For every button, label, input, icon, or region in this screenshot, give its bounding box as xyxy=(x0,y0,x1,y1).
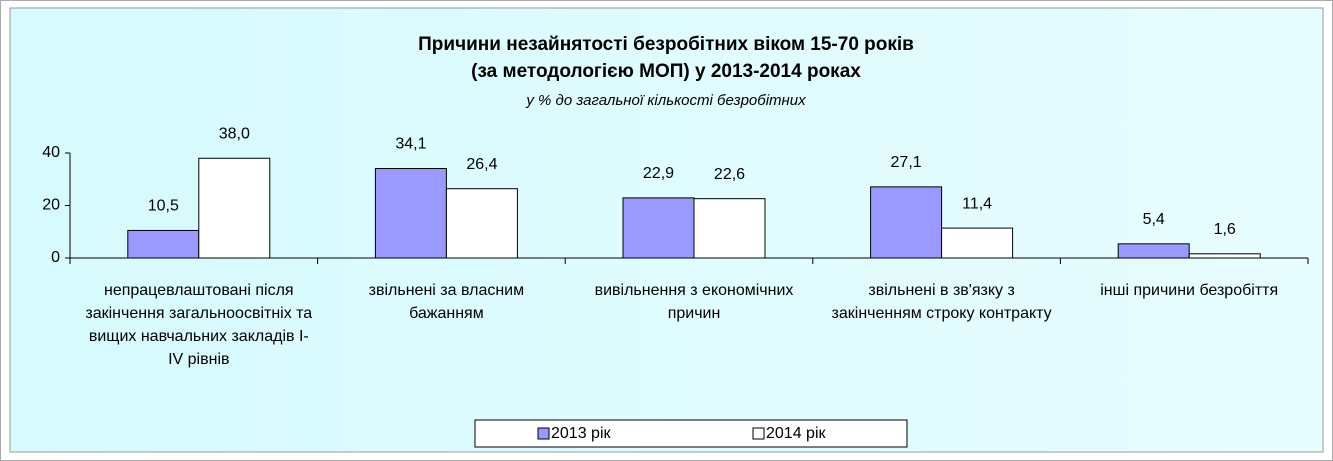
chart-title: Причини незайнятості безробітних віком 1… xyxy=(418,34,914,55)
value-label: 22,9 xyxy=(643,165,674,182)
x-tick-label: вивільнення з економічних причин xyxy=(594,282,794,322)
bar xyxy=(198,157,271,259)
x-tick-label: непрацевлаштовані після закінчення загал… xyxy=(85,282,313,368)
legend-label: 2014 рік xyxy=(766,425,826,442)
bar xyxy=(127,229,200,259)
y-tick-label: 20 xyxy=(42,197,60,214)
bar xyxy=(870,186,943,259)
bar xyxy=(693,198,766,259)
bar xyxy=(374,167,447,259)
bar xyxy=(445,188,518,259)
chart-title: (за методологією МОП) у 2013-2014 роках xyxy=(471,61,861,82)
x-tick-label: інші причини безробіття xyxy=(1100,282,1279,299)
value-label: 22,6 xyxy=(714,166,745,183)
bar xyxy=(622,197,695,259)
legend-swatch xyxy=(537,427,550,440)
value-label: 10,5 xyxy=(148,198,179,215)
legend-swatch xyxy=(752,427,765,440)
bar xyxy=(1188,253,1261,259)
value-label: 5,4 xyxy=(1143,211,1165,228)
y-tick-label: 40 xyxy=(42,144,60,161)
value-label: 11,4 xyxy=(962,195,992,212)
x-tick-label: звільнені за власним бажанням xyxy=(368,282,525,322)
legend-label: 2013 рік xyxy=(551,425,611,442)
bar xyxy=(941,227,1014,259)
value-label: 34,1 xyxy=(395,136,426,153)
value-label: 1,6 xyxy=(1214,221,1236,238)
value-label: 26,4 xyxy=(466,156,497,173)
bar xyxy=(1117,243,1190,259)
y-tick-label: 0 xyxy=(51,249,60,266)
chart-subtitle: у % до загальної кількості безробітних xyxy=(525,92,806,109)
value-label: 38,0 xyxy=(219,125,250,142)
x-tick-label: звільнені в зв'язку з закінченням строку… xyxy=(831,282,1052,322)
value-label: 27,1 xyxy=(891,154,922,171)
